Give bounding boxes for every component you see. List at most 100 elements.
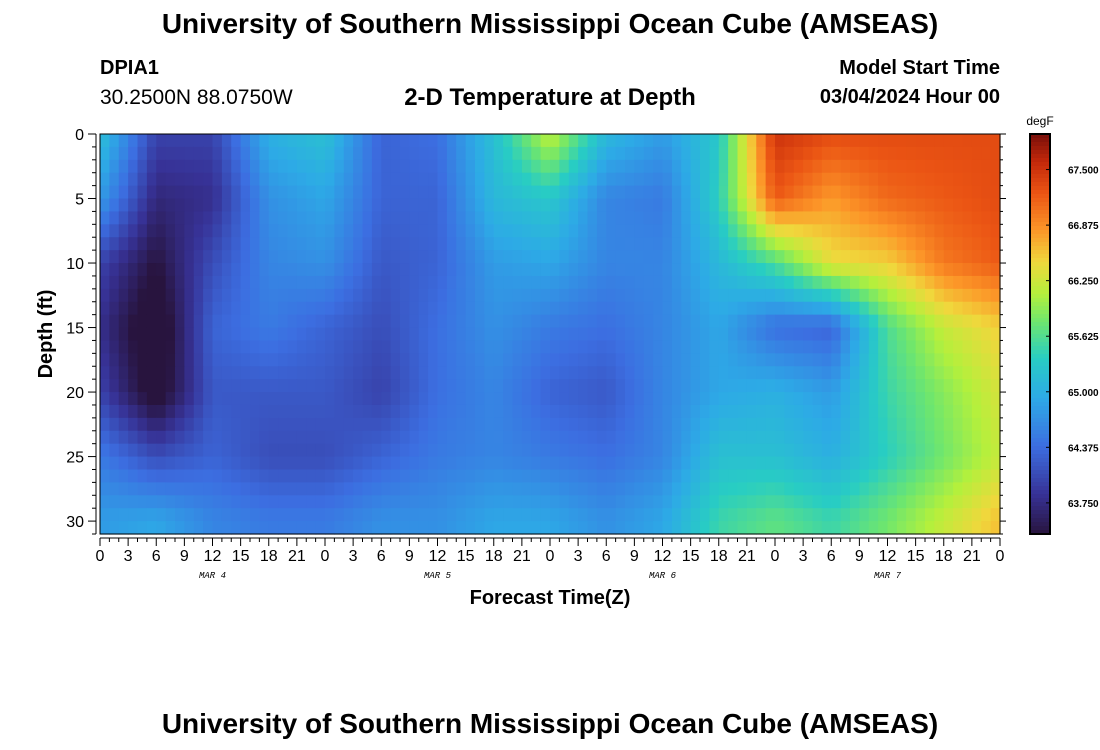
heatmap-cell — [409, 263, 420, 277]
heatmap-cell — [531, 159, 542, 174]
x-tick-label: 6 — [152, 548, 161, 565]
heatmap-cell — [878, 224, 889, 238]
heatmap-cell — [503, 366, 514, 380]
heatmap-cell — [306, 198, 317, 213]
heatmap-cell — [175, 301, 185, 316]
heatmap-cell — [784, 482, 795, 496]
heatmap-cell — [578, 456, 589, 471]
heatmap-cell — [821, 404, 832, 419]
heatmap-cell — [259, 275, 270, 290]
heatmap-cell — [484, 482, 495, 496]
heatmap-cell — [512, 237, 523, 251]
heatmap-cell — [371, 495, 382, 509]
heatmap-cell — [221, 198, 232, 213]
heatmap-cell — [925, 198, 935, 213]
colorbar-segment — [1030, 470, 1050, 475]
heatmap-cell — [990, 198, 1001, 213]
heatmap-cell — [437, 417, 448, 432]
heatmap-cell — [831, 404, 842, 419]
heatmap-cell — [756, 327, 767, 342]
heatmap-cell — [718, 495, 729, 509]
heatmap-cell — [821, 314, 832, 329]
heatmap-cell — [287, 482, 298, 496]
heatmap-cell — [240, 198, 251, 213]
heatmap-cell — [493, 327, 504, 342]
heatmap-cell — [906, 353, 917, 367]
heatmap-cell — [681, 508, 692, 522]
heatmap-cell — [503, 237, 514, 251]
heatmap-cell — [259, 250, 270, 264]
colorbar-frame — [1029, 133, 1051, 535]
heatmap-cell — [100, 198, 110, 213]
heatmap-cell — [146, 327, 157, 342]
heatmap-cell — [981, 366, 992, 380]
heatmap-cell — [146, 301, 157, 316]
model-start-value: 03/04/2024 Hour 00 — [819, 86, 1000, 108]
x-tick-label: 3 — [799, 548, 808, 565]
heatmap-cell — [896, 353, 907, 367]
heatmap-cell — [484, 301, 495, 316]
x-tick-label: 0 — [996, 548, 1005, 565]
colorbar-segment — [1030, 354, 1050, 359]
heatmap-cell — [475, 224, 485, 238]
heatmap-cell — [831, 198, 842, 213]
heatmap-cell — [550, 482, 560, 496]
heatmap-cell — [765, 443, 776, 458]
heatmap-cell — [690, 250, 701, 264]
heatmap-cell — [953, 198, 964, 213]
heatmap-cell — [775, 443, 785, 458]
heatmap-cell — [175, 404, 185, 419]
heatmap-cell — [690, 469, 701, 483]
heatmap-cell — [409, 508, 420, 522]
heatmap-cell — [943, 275, 954, 290]
heatmap-cell — [746, 134, 757, 148]
heatmap-cell — [756, 275, 767, 290]
heatmap-cell — [812, 392, 823, 406]
heatmap-cell — [606, 456, 617, 471]
heatmap-cell — [718, 275, 729, 290]
heatmap-cell — [362, 314, 373, 329]
heatmap-cell — [803, 340, 814, 354]
heatmap-cell — [925, 185, 935, 200]
heatmap-cell — [137, 134, 148, 148]
heatmap-cell — [690, 211, 701, 225]
heatmap-cell — [325, 224, 335, 238]
heatmap-cell — [100, 275, 110, 290]
heatmap-cell — [315, 134, 326, 148]
heatmap-cell — [493, 134, 504, 148]
heatmap-cell — [812, 379, 823, 393]
heatmap-cell — [681, 224, 692, 238]
heatmap-cell — [606, 314, 617, 329]
heatmap-cell — [878, 275, 889, 290]
heatmap-cell — [287, 263, 298, 277]
heatmap-cell — [953, 340, 964, 354]
heatmap-cell — [193, 185, 204, 200]
heatmap-cell — [128, 482, 139, 496]
heatmap-cell — [371, 146, 382, 161]
heatmap-cell — [296, 314, 307, 329]
heatmap-cell — [671, 263, 682, 277]
heatmap-cell — [296, 469, 307, 483]
heatmap-cell — [821, 508, 832, 522]
heatmap-cell — [512, 134, 523, 148]
heatmap-cell — [793, 430, 804, 445]
colorbar-segment — [1030, 214, 1050, 219]
heatmap-cell — [559, 482, 570, 496]
heatmap-cell — [493, 275, 504, 290]
heatmap-cell — [643, 172, 654, 187]
heatmap-cell — [765, 185, 776, 200]
heatmap-cell — [250, 146, 260, 161]
heatmap-cell — [606, 469, 617, 483]
heatmap-cell — [437, 134, 448, 148]
heatmap-cell — [925, 237, 935, 251]
heatmap-cell — [878, 443, 889, 458]
heatmap-cell — [606, 404, 617, 419]
heatmap-cell — [503, 521, 514, 535]
heatmap-cell — [765, 366, 776, 380]
heatmap-cell — [428, 159, 439, 174]
heatmap-cell — [671, 366, 682, 380]
heatmap-cell — [681, 366, 692, 380]
heatmap-cell — [934, 469, 945, 483]
heatmap-cell — [128, 340, 139, 354]
heatmap-cell — [784, 134, 795, 148]
